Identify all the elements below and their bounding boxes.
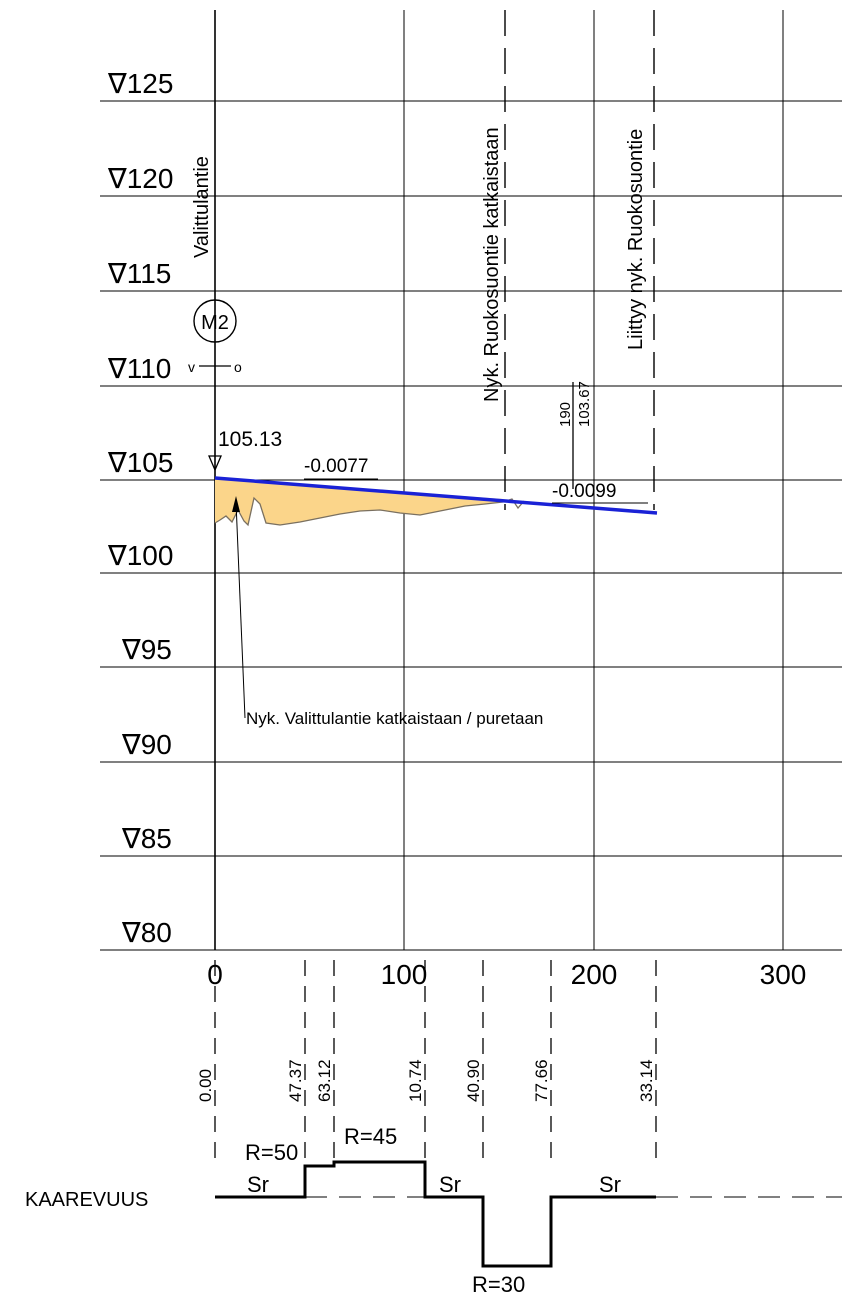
station-label: 77.66 xyxy=(532,1059,551,1102)
leader-annotation: Nyk. Valittulantie katkaistaan / puretaa… xyxy=(232,496,543,728)
station-label: 0.00 xyxy=(196,1069,215,1102)
curvature-label: R=50 xyxy=(245,1140,298,1165)
marker-label: M2 xyxy=(201,312,229,334)
station-label: 33.14 xyxy=(637,1059,656,1102)
horizontal-grid xyxy=(100,100,842,951)
m2-marker: M2 v o xyxy=(188,299,242,375)
marker-left-char: v xyxy=(188,359,195,375)
grade-1-label: -0.0077 xyxy=(304,456,368,477)
leader-line xyxy=(235,501,246,719)
elevation-label: ∇95 xyxy=(121,634,172,665)
curvature-label: Sr xyxy=(439,1172,461,1197)
vertical-note-cut: Nyk. Ruokosuontie katkaistaan xyxy=(481,127,503,402)
station-labels: 0.00 47.37 63.12 10.74 40.90 77.66 33.14 xyxy=(196,1059,656,1102)
vertical-grid xyxy=(214,10,784,950)
curvature-band: KAAREVUUS R=50 R=45 R=30 Sr Sr Sr xyxy=(25,1124,842,1297)
marker-right-char: o xyxy=(234,359,242,375)
start-triangle-icon xyxy=(208,455,222,472)
elevation-label: ∇105 xyxy=(107,447,173,478)
x-tick-label: 200 xyxy=(571,959,618,990)
elevation-label: ∇125 xyxy=(107,68,173,99)
elevation-labels: ∇125 ∇120 ∇115 ∇110 ∇105 ∇100 ∇95 ∇90 ∇8… xyxy=(107,68,173,948)
marker-circle xyxy=(193,299,237,343)
start-elevation: 105.13 xyxy=(218,428,282,451)
elevation-label: ∇100 xyxy=(107,540,173,571)
vertical-note-join: Liittyy nyk. Ruokosuontie xyxy=(625,129,647,350)
curvature-label: R=45 xyxy=(344,1124,397,1149)
elevation-label: ∇110 xyxy=(107,353,171,384)
curvature-title: KAAREVUUS xyxy=(25,1189,148,1211)
station-label: 47.37 xyxy=(286,1059,305,1102)
elevation-label: ∇80 xyxy=(121,917,172,948)
road-name: Valittulantie xyxy=(191,156,213,258)
leader-note: Nyk. Valittulantie katkaistaan / puretaa… xyxy=(246,709,543,728)
elevation-label: ∇120 xyxy=(107,163,173,194)
curvature-label: Sr xyxy=(599,1172,621,1197)
curvature-diagram-line xyxy=(215,1160,656,1268)
x-tick-labels: 0 100 200 300 xyxy=(207,959,806,990)
x-tick-label: 100 xyxy=(381,959,428,990)
elevation-label: ∇115 xyxy=(107,258,171,289)
curvature-label: R=30 xyxy=(472,1272,525,1297)
elevation-label: ∇85 xyxy=(121,823,172,854)
design-grade-line xyxy=(214,476,658,515)
station-label: 10.74 xyxy=(406,1059,425,1102)
curvature-label: Sr xyxy=(247,1172,269,1197)
leader-arrow-icon xyxy=(232,496,240,512)
grade-2-label: -0.0099 xyxy=(552,481,616,502)
cut-fill-area xyxy=(215,478,503,525)
station-ticks xyxy=(214,960,657,1160)
station-label: 40.90 xyxy=(464,1059,483,1102)
station-label: 63.12 xyxy=(315,1059,334,1102)
x-tick-label: 300 xyxy=(760,959,807,990)
break-elevation-label: 103.67 xyxy=(576,381,593,427)
break-station-label: 190 xyxy=(557,402,574,427)
elevation-label: ∇90 xyxy=(121,729,172,760)
